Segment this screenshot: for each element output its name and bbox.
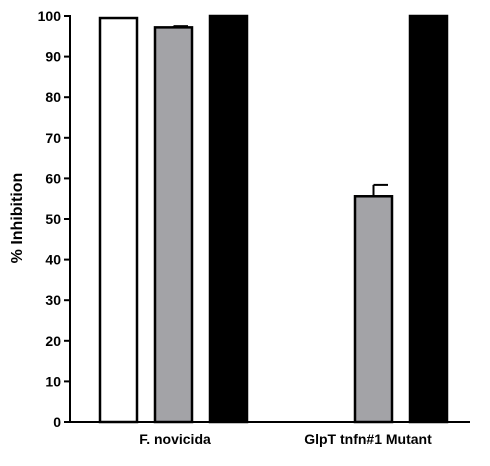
y-tick-label: 40 — [45, 252, 61, 268]
y-tick-label: 80 — [45, 89, 61, 105]
x-axis: F. novicida GlpT tnfn#1 Mutant — [69, 421, 470, 447]
y-tick-label: 30 — [45, 292, 61, 308]
bar — [408, 14, 449, 424]
bar — [153, 26, 194, 424]
y-tick-label: 20 — [45, 333, 61, 349]
y-axis-title: % Inhibition — [9, 173, 26, 264]
y-tick-label: 10 — [45, 373, 61, 389]
y-tick-label: 60 — [45, 170, 61, 186]
y-tick-label: 90 — [45, 49, 61, 65]
y-tick-label: 0 — [53, 414, 61, 430]
y-tick-label: 50 — [45, 211, 61, 227]
bar — [208, 14, 249, 424]
y-axis: 0 10 20 30 40 50 60 70 80 90 100 — [38, 8, 71, 430]
bars — [98, 14, 449, 424]
bar — [98, 16, 139, 424]
bar — [353, 195, 394, 424]
x-category-label: F. novicida — [139, 431, 211, 447]
y-tick-label: 70 — [45, 130, 61, 146]
y-tick-label: 100 — [38, 8, 62, 24]
x-category-label: GlpT tnfn#1 Mutant — [304, 431, 432, 447]
